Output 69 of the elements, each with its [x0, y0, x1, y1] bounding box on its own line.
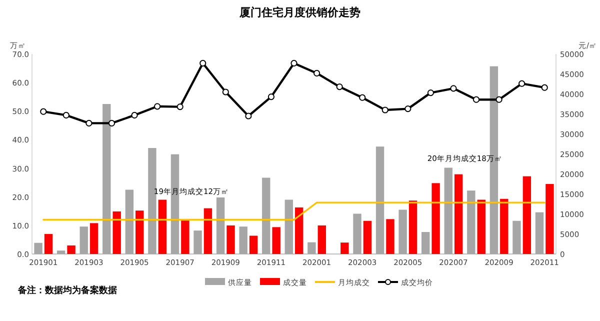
point	[359, 94, 366, 101]
bar	[90, 223, 98, 254]
bar	[56, 250, 66, 254]
bar	[112, 211, 121, 254]
point	[404, 106, 412, 112]
bar	[512, 220, 521, 254]
bar	[467, 190, 476, 254]
bar	[170, 154, 180, 254]
chart-title: 厦门住宅月度供销价走势	[238, 6, 360, 19]
point	[427, 90, 434, 96]
point	[450, 85, 457, 92]
point	[108, 120, 116, 126]
point	[40, 108, 47, 115]
bar	[500, 198, 508, 254]
point	[86, 120, 92, 126]
bar	[67, 245, 76, 254]
bar	[226, 225, 235, 254]
annotation: 备注：数据均为备案数据	[18, 286, 117, 296]
bar	[249, 236, 258, 254]
point	[290, 60, 298, 66]
bar	[148, 148, 156, 254]
bar	[216, 197, 225, 254]
bar	[34, 242, 42, 254]
bar	[295, 207, 304, 254]
point	[154, 103, 161, 110]
point	[313, 70, 320, 76]
bar	[432, 183, 440, 254]
point	[245, 112, 252, 120]
bar	[444, 168, 452, 254]
bar	[272, 227, 280, 254]
bar	[262, 178, 270, 254]
point	[176, 104, 184, 110]
bar	[477, 200, 486, 254]
bar	[204, 208, 212, 254]
bar	[546, 184, 554, 254]
bar	[318, 225, 326, 254]
bar	[522, 176, 532, 254]
bar	[398, 210, 407, 254]
point	[200, 60, 206, 66]
bar	[408, 200, 418, 254]
bar	[239, 226, 248, 254]
bar	[194, 230, 202, 254]
bar	[158, 200, 167, 254]
point	[518, 80, 526, 87]
bar	[80, 226, 88, 254]
point	[496, 96, 502, 103]
bar	[386, 219, 394, 254]
point	[541, 84, 548, 91]
bar	[421, 232, 430, 254]
bar	[454, 174, 463, 254]
bar	[44, 234, 53, 254]
point	[62, 112, 70, 118]
point	[268, 94, 275, 100]
bar	[136, 210, 144, 254]
bar	[353, 214, 362, 254]
point	[222, 88, 229, 96]
point	[382, 106, 388, 114]
bar	[125, 190, 134, 254]
bar	[102, 104, 111, 254]
bar	[363, 220, 372, 254]
bar	[340, 242, 349, 254]
point	[472, 96, 480, 103]
bar	[181, 220, 190, 254]
bar	[284, 200, 293, 254]
bar	[308, 242, 316, 254]
bar	[376, 146, 384, 254]
point	[336, 84, 343, 90]
bar	[535, 212, 544, 254]
point	[131, 112, 138, 118]
